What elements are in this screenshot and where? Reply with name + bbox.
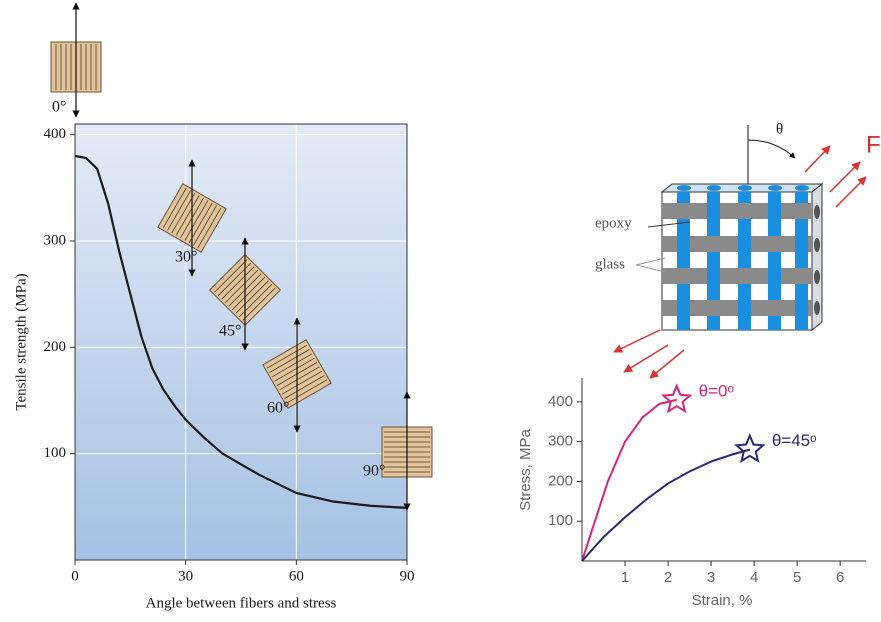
x-tick-label: 4 (750, 569, 758, 586)
y-tick-label: 400 (548, 393, 573, 410)
line (582, 400, 677, 561)
x-tick-label: 0 (71, 568, 79, 584)
end-marker (737, 436, 764, 461)
y-tick-label: 300 (548, 433, 573, 450)
x-tick-label: 90 (400, 568, 415, 584)
plot-background (75, 124, 407, 560)
x-tick-label: 2 (664, 569, 672, 586)
y-axis-label: Stress, MPa (517, 428, 534, 510)
y-tick-label: 200 (548, 472, 573, 489)
x-tick-label: 30 (178, 568, 193, 584)
y-tick-label: 100 (44, 445, 67, 461)
x-tick-label: 5 (793, 569, 801, 586)
diagram-label: epoxy (595, 215, 632, 231)
y-tick-label: 200 (44, 339, 67, 355)
x-tick-label: 60 (289, 568, 304, 584)
angle-annotation: 90° (363, 463, 385, 480)
x-axis-label: Angle between fibers and stress (146, 595, 337, 611)
diagram-label: θ (776, 121, 783, 137)
right-chart: 100 200 300 400 1 2 3 4 5 6 Strain, % Stress, MPa θ=… (517, 378, 866, 609)
y-tick-label: 300 (44, 232, 67, 248)
angle-annotation: 45° (219, 323, 241, 340)
y-tick-label: 400 (44, 126, 67, 142)
y-tick-label: 100 (548, 512, 573, 529)
x-axis-label: Strain, % (692, 592, 753, 609)
angle-annotation: 60° (267, 400, 289, 417)
end-marker (663, 386, 690, 411)
y-axis-label: Tensile strength (MPa) (13, 273, 29, 410)
angle-annotation: 30° (175, 249, 197, 266)
angle-annotation: 0° (52, 99, 66, 116)
x-tick-label: 1 (621, 569, 629, 586)
figure: 100 200 300 400 0 30 60 90 Angle between fibers … (0, 0, 881, 622)
fabric-diagram: epoxy glass θ F (595, 121, 881, 378)
x-tick-label: 6 (836, 569, 844, 586)
line (582, 450, 750, 561)
series-label: θ=0ᵒ (699, 381, 734, 400)
diagram-label: F (866, 131, 881, 158)
series-label: θ=45ᵒ (772, 431, 817, 450)
x-tick-label: 3 (707, 569, 715, 586)
diagram-label: glass (595, 256, 625, 272)
